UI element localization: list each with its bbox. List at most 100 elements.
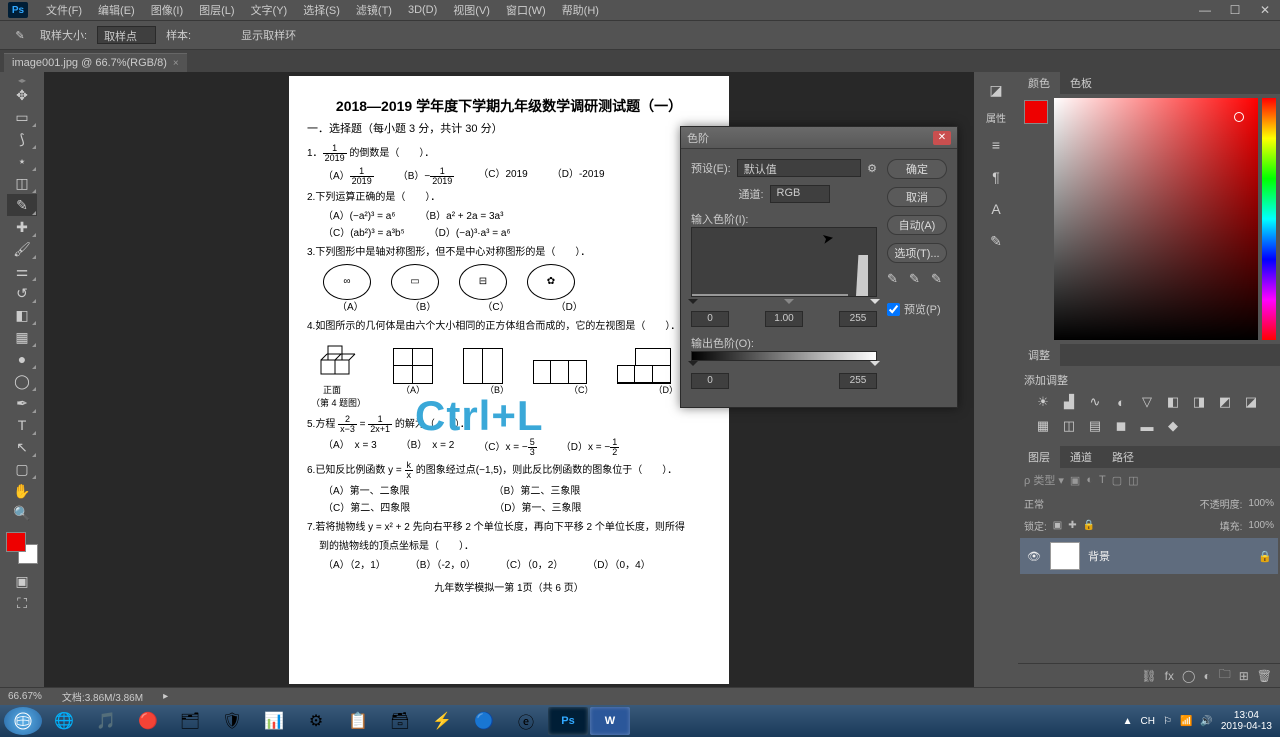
new-adj-icon[interactable]: ◐: [1203, 669, 1210, 683]
zoom-level[interactable]: 66.67%: [8, 691, 42, 702]
output-black-handle[interactable]: [688, 361, 698, 371]
task-app7-icon[interactable]: 🔵: [464, 707, 504, 735]
layer-row[interactable]: 👁 背景 🔒: [1020, 538, 1278, 574]
preset-select[interactable]: 默认值: [737, 159, 861, 177]
task-app3-icon[interactable]: ⚙: [296, 707, 336, 735]
task-ie-icon[interactable]: 🌐: [44, 707, 84, 735]
input-gamma-value[interactable]: 1.00: [765, 311, 803, 327]
menu-type[interactable]: 文字(Y): [243, 2, 296, 18]
color-tab[interactable]: 颜色: [1018, 72, 1060, 94]
adj-lookup-icon[interactable]: ▦: [1034, 418, 1052, 434]
eraser-tool[interactable]: ◧: [7, 304, 37, 326]
task-ie2-icon[interactable]: ⓔ: [506, 707, 546, 735]
black-eyedropper-icon[interactable]: ✎: [887, 271, 903, 287]
rail-brush-icon[interactable]: ✎: [981, 229, 1011, 253]
blend-mode[interactable]: 正常: [1024, 496, 1044, 511]
current-color[interactable]: [1024, 100, 1048, 124]
layer-mask-icon[interactable]: ◯: [1182, 669, 1195, 683]
input-black-value[interactable]: 0: [691, 311, 729, 327]
menu-help[interactable]: 帮助(H): [554, 2, 607, 18]
minimize-button[interactable]: —: [1190, 0, 1220, 20]
hue-slider[interactable]: [1262, 98, 1276, 340]
task-app5-icon[interactable]: 🗃: [380, 707, 420, 735]
filter-type-icon[interactable]: T: [1099, 474, 1106, 486]
delete-layer-icon[interactable]: 🗑: [1257, 669, 1272, 683]
menu-view[interactable]: 视图(V): [445, 2, 498, 18]
menu-layer[interactable]: 图层(L): [191, 2, 242, 18]
auto-button[interactable]: 自动(A): [887, 215, 947, 235]
layer-fx-icon[interactable]: fx: [1165, 669, 1174, 683]
task-photoshop-icon[interactable]: Ps: [548, 707, 588, 735]
tray-up-icon[interactable]: ▲: [1123, 716, 1133, 727]
white-point-handle[interactable]: [870, 299, 880, 309]
filter-pixel-icon[interactable]: ▣: [1070, 474, 1080, 487]
adj-photo-icon[interactable]: ◩: [1216, 394, 1234, 410]
gradient-tool[interactable]: ▦: [7, 326, 37, 348]
foreground-color[interactable]: [6, 532, 26, 552]
menu-filter[interactable]: 滤镜(T): [348, 2, 400, 18]
menu-select[interactable]: 选择(S): [295, 2, 348, 18]
maximize-button[interactable]: ☐: [1220, 0, 1250, 20]
tab-close-icon[interactable]: ×: [173, 58, 179, 69]
color-swatches[interactable]: [6, 532, 38, 564]
pen-tool[interactable]: ✒: [7, 392, 37, 414]
adj-mixer-icon[interactable]: ◪: [1242, 394, 1260, 410]
adj-curves-icon[interactable]: ∿: [1086, 394, 1104, 410]
tray-flag-icon[interactable]: ⚐: [1163, 716, 1172, 727]
adj-poster-icon[interactable]: ▤: [1086, 418, 1104, 434]
preset-menu-icon[interactable]: ⚙: [867, 162, 877, 175]
preview-checkbox[interactable]: 预览(P): [887, 301, 947, 317]
opacity-value[interactable]: 100%: [1248, 498, 1274, 509]
shape-tool[interactable]: ▢: [7, 458, 37, 480]
document-tab[interactable]: image001.jpg @ 66.7%(RGB/8) ×: [4, 53, 187, 72]
output-slider[interactable]: [691, 363, 877, 371]
new-layer-icon[interactable]: ⊞: [1239, 669, 1249, 683]
history-brush-tool[interactable]: ↺: [7, 282, 37, 304]
output-white-value[interactable]: 255: [839, 373, 877, 389]
options-button[interactable]: 选项(T)...: [887, 243, 947, 263]
channels-tab[interactable]: 通道: [1060, 446, 1102, 468]
type-tool[interactable]: T: [7, 414, 37, 436]
move-tool[interactable]: ✥: [7, 84, 37, 106]
tray-network-icon[interactable]: 📶: [1180, 716, 1192, 727]
white-eyedropper-icon[interactable]: ✎: [931, 271, 947, 287]
menu-window[interactable]: 窗口(W): [498, 2, 554, 18]
lock-pixels-icon[interactable]: ▣: [1053, 520, 1062, 531]
lasso-tool[interactable]: ⟆: [7, 128, 37, 150]
task-app2-icon[interactable]: 📊: [254, 707, 294, 735]
dialog-close-button[interactable]: ✕: [933, 131, 951, 145]
link-layers-icon[interactable]: ⛓: [1141, 669, 1156, 683]
lock-pos-icon[interactable]: ✚: [1068, 520, 1076, 531]
lock-all-icon[interactable]: 🔒: [1083, 520, 1095, 531]
rail-char-icon[interactable]: ¶: [981, 165, 1011, 189]
fill-value[interactable]: 100%: [1248, 520, 1274, 531]
adjustments-tab[interactable]: 调整: [1018, 344, 1060, 366]
cancel-button[interactable]: 取消: [887, 187, 947, 207]
adj-invert-icon[interactable]: ◫: [1060, 418, 1078, 434]
new-group-icon[interactable]: 🗀: [1219, 665, 1231, 686]
paths-tab[interactable]: 路径: [1102, 446, 1144, 468]
adj-vibrance-icon[interactable]: ▽: [1138, 394, 1156, 410]
stamp-tool[interactable]: ⚌: [7, 260, 37, 282]
task-music-icon[interactable]: 🎵: [86, 707, 126, 735]
dodge-tool[interactable]: ◯: [7, 370, 37, 392]
screen-mode-tool[interactable]: ⛶: [7, 592, 37, 614]
adj-hue-icon[interactable]: ◧: [1164, 394, 1182, 410]
input-slider[interactable]: [691, 301, 877, 309]
task-app6-icon[interactable]: ⚡: [422, 707, 462, 735]
gray-eyedropper-icon[interactable]: ✎: [909, 271, 925, 287]
marquee-tool[interactable]: ▭: [7, 106, 37, 128]
ok-button[interactable]: 确定: [887, 159, 947, 179]
output-black-value[interactable]: 0: [691, 373, 729, 389]
rail-para-icon[interactable]: A: [981, 197, 1011, 221]
brush-tool[interactable]: 🖌: [7, 238, 37, 260]
task-app4-icon[interactable]: 📋: [338, 707, 378, 735]
path-tool[interactable]: ↖: [7, 436, 37, 458]
start-button[interactable]: [4, 707, 42, 735]
hand-tool[interactable]: ✋: [7, 480, 37, 502]
heal-tool[interactable]: ✚: [7, 216, 37, 238]
adj-select-icon[interactable]: ◆: [1164, 418, 1182, 434]
adj-grad-icon[interactable]: ▬: [1138, 418, 1156, 434]
rail-properties-icon[interactable]: ◪: [981, 78, 1011, 102]
adj-bw-icon[interactable]: ◨: [1190, 394, 1208, 410]
